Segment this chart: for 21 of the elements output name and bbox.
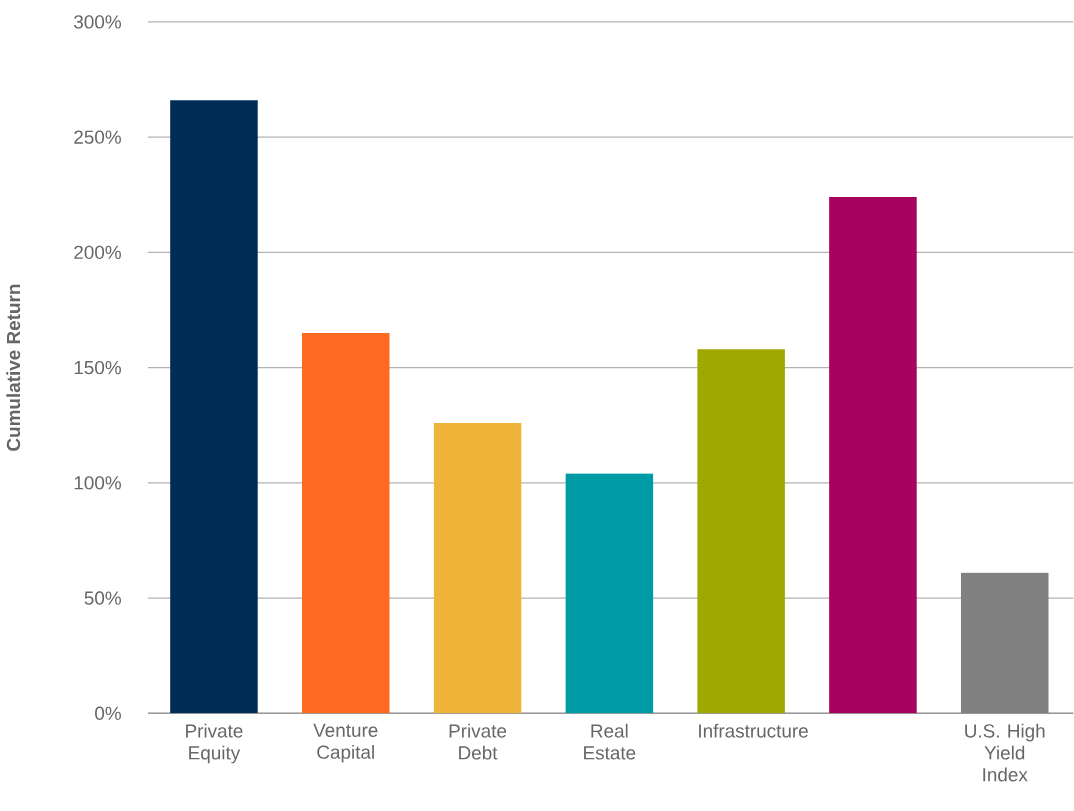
- y-axis-title: Cumulative Return: [6, 284, 21, 451]
- x-tick-label: Private Debt: [449, 723, 507, 760]
- bar: [301, 333, 390, 714]
- bar: [697, 349, 785, 714]
- x-tick-label: Venture Capital: [313, 723, 378, 763]
- y-tick-label: 300%: [74, 15, 121, 29]
- y-tick-label: 50%: [84, 591, 121, 605]
- bar: [170, 100, 258, 714]
- y-tick-label: 0%: [95, 706, 121, 721]
- y-tick-label: 150%: [74, 360, 121, 375]
- bar: [960, 572, 1049, 714]
- bar: [829, 197, 917, 714]
- x-tick-label: Private Equity: [186, 723, 243, 764]
- x-tick-label: Real Estate: [584, 723, 636, 760]
- y-tick-label: 250%: [74, 130, 121, 144]
- y-tick-label: 200%: [74, 245, 121, 260]
- x-tick-label: U.S. High Yield Index: [965, 723, 1045, 782]
- bar: [433, 423, 522, 714]
- x-tick-label: Infrastructure: [699, 723, 808, 738]
- bar: [565, 473, 654, 714]
- y-tick-label: 100%: [74, 476, 121, 490]
